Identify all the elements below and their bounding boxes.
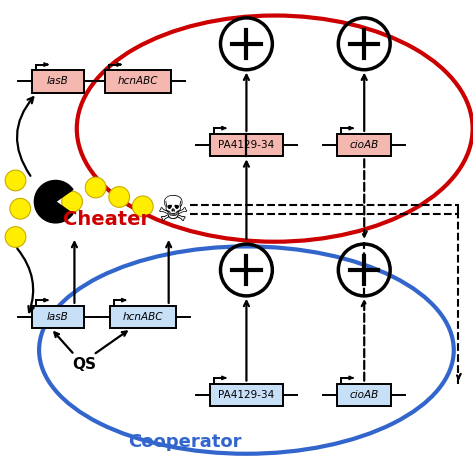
- Circle shape: [109, 187, 129, 207]
- FancyBboxPatch shape: [32, 306, 84, 328]
- Text: cioAB: cioAB: [350, 390, 379, 400]
- Circle shape: [5, 170, 26, 191]
- FancyBboxPatch shape: [337, 134, 392, 156]
- FancyBboxPatch shape: [105, 70, 171, 93]
- Text: PA4129-34: PA4129-34: [219, 390, 274, 400]
- FancyBboxPatch shape: [32, 70, 84, 93]
- Text: Cooperator: Cooperator: [128, 433, 242, 451]
- FancyBboxPatch shape: [337, 383, 392, 406]
- FancyBboxPatch shape: [210, 134, 283, 156]
- Text: Cheater: Cheater: [63, 210, 150, 229]
- Text: PA4129-34: PA4129-34: [219, 140, 274, 150]
- Circle shape: [10, 198, 31, 219]
- Text: QS: QS: [72, 357, 96, 372]
- Circle shape: [85, 177, 106, 198]
- Text: lasB: lasB: [47, 312, 69, 322]
- Text: hcnABC: hcnABC: [118, 76, 158, 86]
- Text: cioAB: cioAB: [350, 140, 379, 150]
- Wedge shape: [35, 181, 73, 223]
- Circle shape: [132, 196, 153, 217]
- Text: hcnABC: hcnABC: [122, 312, 163, 322]
- Circle shape: [62, 191, 82, 212]
- Circle shape: [5, 227, 26, 247]
- Text: ☠: ☠: [157, 194, 190, 228]
- Text: lasB: lasB: [47, 76, 69, 86]
- FancyBboxPatch shape: [110, 306, 176, 328]
- FancyBboxPatch shape: [210, 383, 283, 406]
